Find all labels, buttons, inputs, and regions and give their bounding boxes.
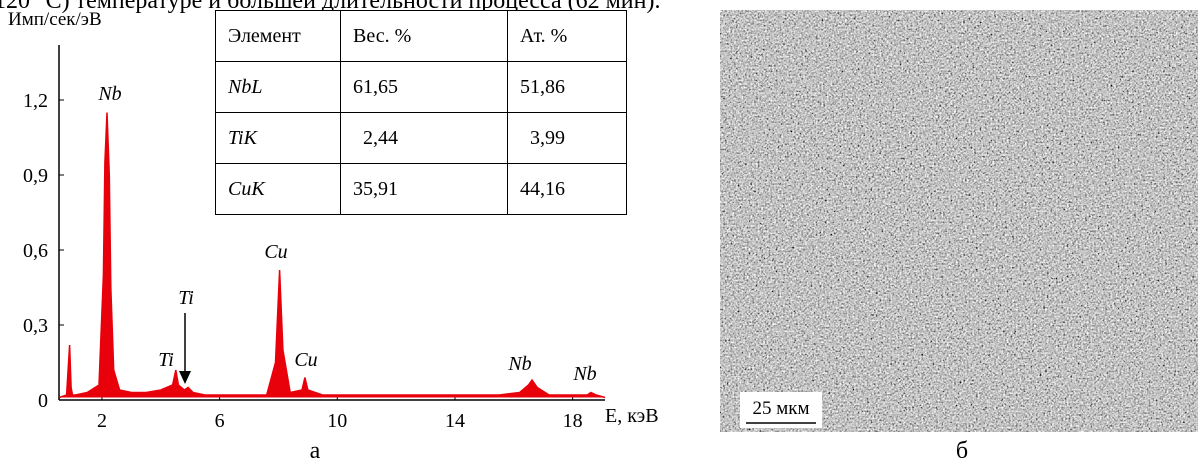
table-row: Элемент Вес. % Ат. % [215, 10, 627, 62]
table-cell: NbL [215, 61, 341, 113]
composition-table: Элемент Вес. % Ат. % NbL 61,65 51,86 TiK 2,44 3,… [215, 10, 627, 215]
table-cell: CuK [215, 163, 341, 215]
table-header-cell: Ат. % [507, 10, 627, 62]
peak-label: Nb [572, 363, 596, 385]
peak-label: Ti [178, 287, 194, 309]
table-cell: 51,86 [507, 61, 627, 113]
table-cell: 3,99 [507, 112, 627, 164]
table-cell: 61,65 [340, 61, 508, 113]
table-header-cell: Вес. % [340, 10, 508, 62]
table-row: CuK 35,91 44,16 [215, 163, 627, 215]
y-tick-label: 0 [38, 390, 48, 412]
peak-label: Cu [294, 349, 317, 371]
peak-label: Nb [97, 83, 121, 105]
x-axis-label: E, кэВ [605, 405, 659, 427]
spectrum [59, 112, 606, 399]
table-cell: TiK [215, 112, 341, 164]
table-cell: 35,91 [340, 163, 508, 215]
peak-label: Cu [264, 241, 287, 263]
table-cell: 2,44 [340, 112, 508, 164]
y-tick-label: 0,9 [23, 165, 48, 187]
y-tick-label: 0,6 [23, 240, 48, 262]
x-tick-label: 10 [327, 410, 347, 432]
table-cell: 44,16 [507, 163, 627, 215]
x-tick-label: 2 [97, 410, 107, 432]
x-tick-label: 18 [563, 410, 583, 432]
y-axis-label: Имп/сек/эВ [8, 9, 102, 30]
scale-bar-box [740, 392, 822, 428]
panel-label: б [956, 438, 968, 463]
x-tick-label: 14 [445, 410, 465, 432]
y-tick-label: 1,2 [23, 90, 48, 112]
table-row: TiK 2,44 3,99 [215, 112, 627, 164]
table-row: NbL 61,65 51,86 [215, 61, 627, 113]
scale-bar-label: 25 мкм [752, 398, 809, 419]
table-header-cell: Элемент [215, 10, 341, 62]
sem-image-texture [720, 10, 1198, 432]
peak-label: Nb [507, 353, 531, 375]
peak-label: Ti [158, 349, 174, 371]
arrow-head [179, 371, 191, 384]
panel-label: а [310, 438, 321, 463]
y-tick-label: 0,3 [23, 315, 48, 337]
x-tick-label: 6 [215, 410, 225, 432]
